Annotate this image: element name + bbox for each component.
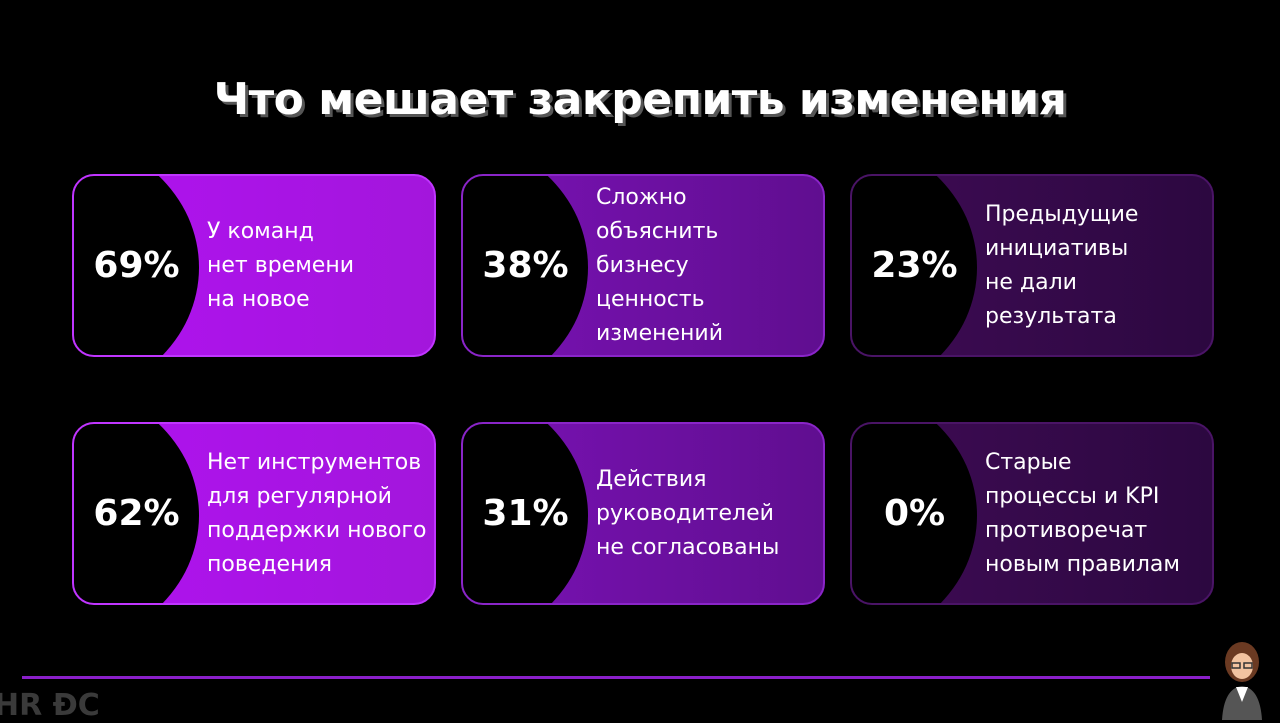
stat-text: Сложно объяснить бизнесу ценность изменений bbox=[596, 176, 723, 355]
stat-text: Предыдущие инициативы не дали результата bbox=[985, 176, 1138, 355]
stat-card: 31% Действия руководителей не согласованы bbox=[461, 422, 825, 605]
text-line: нет времени bbox=[207, 252, 355, 278]
card-blob bbox=[463, 424, 588, 603]
stat-value: 31% bbox=[482, 493, 569, 534]
stat-value: 23% bbox=[871, 245, 958, 286]
text-line: инициативы bbox=[985, 235, 1129, 261]
stat-card: 38% Сложно объяснить бизнесу ценность изменен… bbox=[461, 174, 825, 357]
stat-value: 69% bbox=[93, 245, 180, 286]
text-line: противоречат bbox=[985, 517, 1148, 543]
text-line: процессы и KPI bbox=[985, 483, 1160, 509]
text-line: для регулярной bbox=[207, 483, 392, 509]
card-blob bbox=[852, 176, 977, 355]
stat-card: 62% Нет инструментов для регулярной поддерж… bbox=[72, 422, 436, 605]
stat-text: У команд нет времени на новое bbox=[207, 176, 354, 355]
text-line: ценность bbox=[596, 286, 705, 312]
text-line: поддержки нового bbox=[207, 517, 427, 543]
stat-value: 0% bbox=[883, 493, 946, 534]
stat-value: 38% bbox=[482, 245, 569, 286]
text-line: изменений bbox=[596, 320, 724, 346]
text-line: Сложно bbox=[596, 184, 687, 210]
text-line: руководителей bbox=[596, 500, 774, 526]
text-line: объяснить bbox=[596, 218, 719, 244]
text-line: новым правилам bbox=[985, 551, 1181, 577]
title: Что мешает закрепить изменения bbox=[213, 74, 1067, 125]
stat-text: Действия руководителей не согласованы bbox=[596, 424, 779, 603]
text-line: поведения bbox=[207, 551, 333, 577]
text-line: Нет инструментов bbox=[207, 449, 422, 475]
card-blob bbox=[74, 424, 199, 603]
text-line: на новое bbox=[207, 286, 310, 312]
text-line: результата bbox=[985, 303, 1117, 329]
text-line: не согласованы bbox=[596, 534, 780, 560]
stat-text: Нет инструментов для регулярной поддержки … bbox=[207, 424, 426, 603]
text-line: не дали bbox=[985, 269, 1077, 295]
text-line: Действия bbox=[596, 466, 707, 492]
text-line: Старые bbox=[985, 449, 1072, 475]
card-blob bbox=[463, 176, 588, 355]
stat-text: Старые процессы и KPI противоречат новым пр… bbox=[985, 424, 1180, 603]
stat-card: 23% Предыдущие инициативы не дали результата bbox=[850, 174, 1214, 357]
stat-card: 69% У команд нет времени на новое bbox=[72, 174, 436, 357]
text-line: Предыдущие bbox=[985, 201, 1139, 227]
logo: HR ĐC bbox=[0, 688, 100, 723]
avatar bbox=[1222, 642, 1262, 720]
divider bbox=[22, 676, 1210, 679]
card-blob bbox=[852, 424, 977, 603]
stat-value: 62% bbox=[93, 493, 180, 534]
stat-card: 0% Старые процессы и KPI противоречат новым … bbox=[850, 422, 1214, 605]
card-blob bbox=[74, 176, 199, 355]
text-line: бизнесу bbox=[596, 252, 689, 278]
text-line: У команд bbox=[207, 218, 314, 244]
